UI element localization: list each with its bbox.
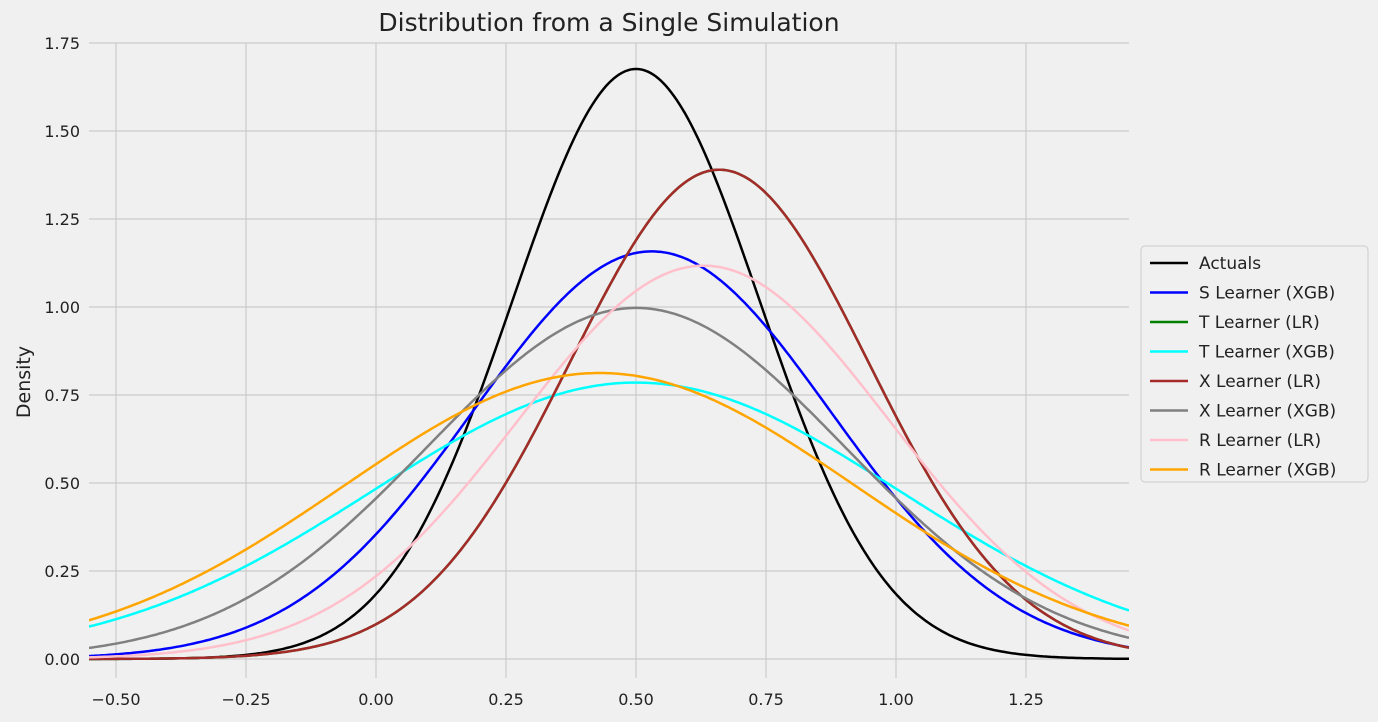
series-line-actuals [89,67,1129,661]
legend-label: T Learner (LR) [1198,313,1320,333]
legend: Actuals S Learner (XGB) T Learner (LR) T Le… [1140,245,1369,483]
x-tick-label: −0.50 [91,690,140,709]
x-tick-label: 1.25 [1008,690,1044,709]
y-tick-label: 0.75 [44,386,80,405]
y-tick-label: 0.50 [44,474,80,493]
series-line-r-learner-xgb [89,371,1129,627]
legend-label: S Learner (XGB) [1199,284,1335,304]
x-tick-label: 0.00 [358,690,394,709]
x-tick-label: 0.50 [618,690,654,709]
legend-label: Actuals [1199,254,1261,274]
legend-label: T Learner (XGB) [1198,343,1335,363]
y-tick-label: 1.00 [44,298,80,317]
y-axis-ticks: 0.00 0.25 0.50 0.75 1.00 1.25 1.50 1.75 [44,34,80,669]
series-line-x-learner-lr [89,168,1129,661]
legend-box [1140,245,1369,483]
series-line-x-learner-xgb [89,306,1129,650]
x-axis-ticks: −0.50 −0.25 0.00 0.25 0.50 0.75 1.00 1.25 [91,690,1043,709]
x-tick-label: −0.25 [221,690,270,709]
legend-label: R Learner (LR) [1199,431,1321,451]
series-line-t-learner-xgb [89,381,1129,628]
series-line-r-learner-lr [89,264,1129,659]
y-tick-label: 1.25 [44,210,80,229]
series-lines [89,67,1129,661]
y-tick-label: 0.00 [44,650,80,669]
series-line-s-learner-xgb [89,250,1129,658]
x-tick-label: 1.00 [878,690,914,709]
y-tick-label: 0.25 [44,562,80,581]
legend-label: R Learner (XGB) [1199,461,1336,481]
legend-label: X Learner (XGB) [1199,402,1336,422]
x-tick-label: 0.75 [748,690,784,709]
legend-label: X Learner (LR) [1199,372,1321,392]
y-tick-label: 1.50 [44,122,80,141]
grid [89,42,1129,678]
series-line-t-learner-lr [89,168,1129,661]
x-tick-label: 0.25 [488,690,524,709]
chart-title: Distribution from a Single Simulation [378,8,839,37]
y-tick-label: 1.75 [44,34,80,53]
y-axis-label: Density [13,346,35,418]
